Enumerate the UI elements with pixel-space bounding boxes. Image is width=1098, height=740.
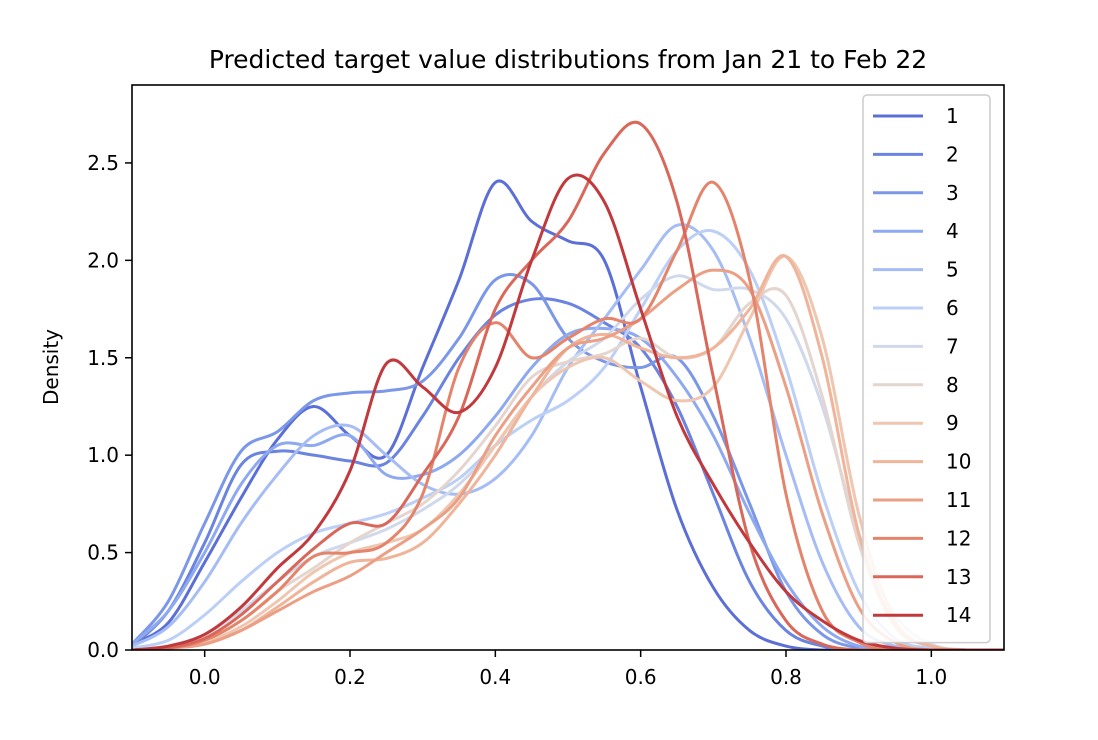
legend-label-12: 12 [946,526,971,550]
y-tick-label: 1.0 [87,443,119,467]
legend-label-4: 4 [946,219,959,243]
legend-label-14: 14 [946,603,971,627]
x-tick-label: 1.0 [915,665,947,689]
x-tick-label: 0.0 [189,665,221,689]
series-line-1 [132,179,1004,650]
x-axis: 0.0 0.2 0.4 0.6 0.8 1.0 [189,650,947,689]
x-tick-label: 0.6 [625,665,657,689]
legend-label-2: 2 [946,142,959,166]
legend-label-10: 10 [946,450,971,474]
series-line-12 [132,180,1004,650]
legend-label-13: 13 [946,565,971,589]
x-tick-label: 0.2 [334,665,366,689]
series-line-13 [132,120,1004,650]
y-tick-label: 2.0 [87,248,119,272]
series-line-5 [132,223,1004,650]
y-tick-label: 0.5 [87,541,119,565]
legend-label-3: 3 [946,181,959,205]
legend-label-11: 11 [946,488,971,512]
legend-label-1: 1 [946,104,959,128]
y-tick-label: 1.5 [87,346,119,370]
series-line-6 [132,228,1004,650]
x-tick-label: 0.8 [770,665,802,689]
legend-label-5: 5 [946,258,959,282]
legend-label-6: 6 [946,296,959,320]
plot-frame [131,84,1005,651]
y-axis: 0.0 0.5 1.0 1.5 2.0 2.5 [87,151,132,662]
y-tick-label: 2.5 [87,151,119,175]
series-line-14 [132,173,1004,650]
chart-title: Predicted target value distributions fro… [209,45,927,74]
plot-lines [132,120,1004,650]
y-tick-label: 0.0 [87,638,119,662]
series-line-4 [132,326,1004,650]
series-line-11 [132,268,1004,650]
x-tick-label: 0.4 [479,665,511,689]
series-line-10 [132,254,1004,650]
legend-label-7: 7 [946,334,959,358]
legend-label-9: 9 [946,411,959,435]
series-line-9 [132,254,1004,650]
legend-label-8: 8 [946,373,959,397]
legend-box [862,94,991,644]
y-axis-label: Density [39,329,63,405]
